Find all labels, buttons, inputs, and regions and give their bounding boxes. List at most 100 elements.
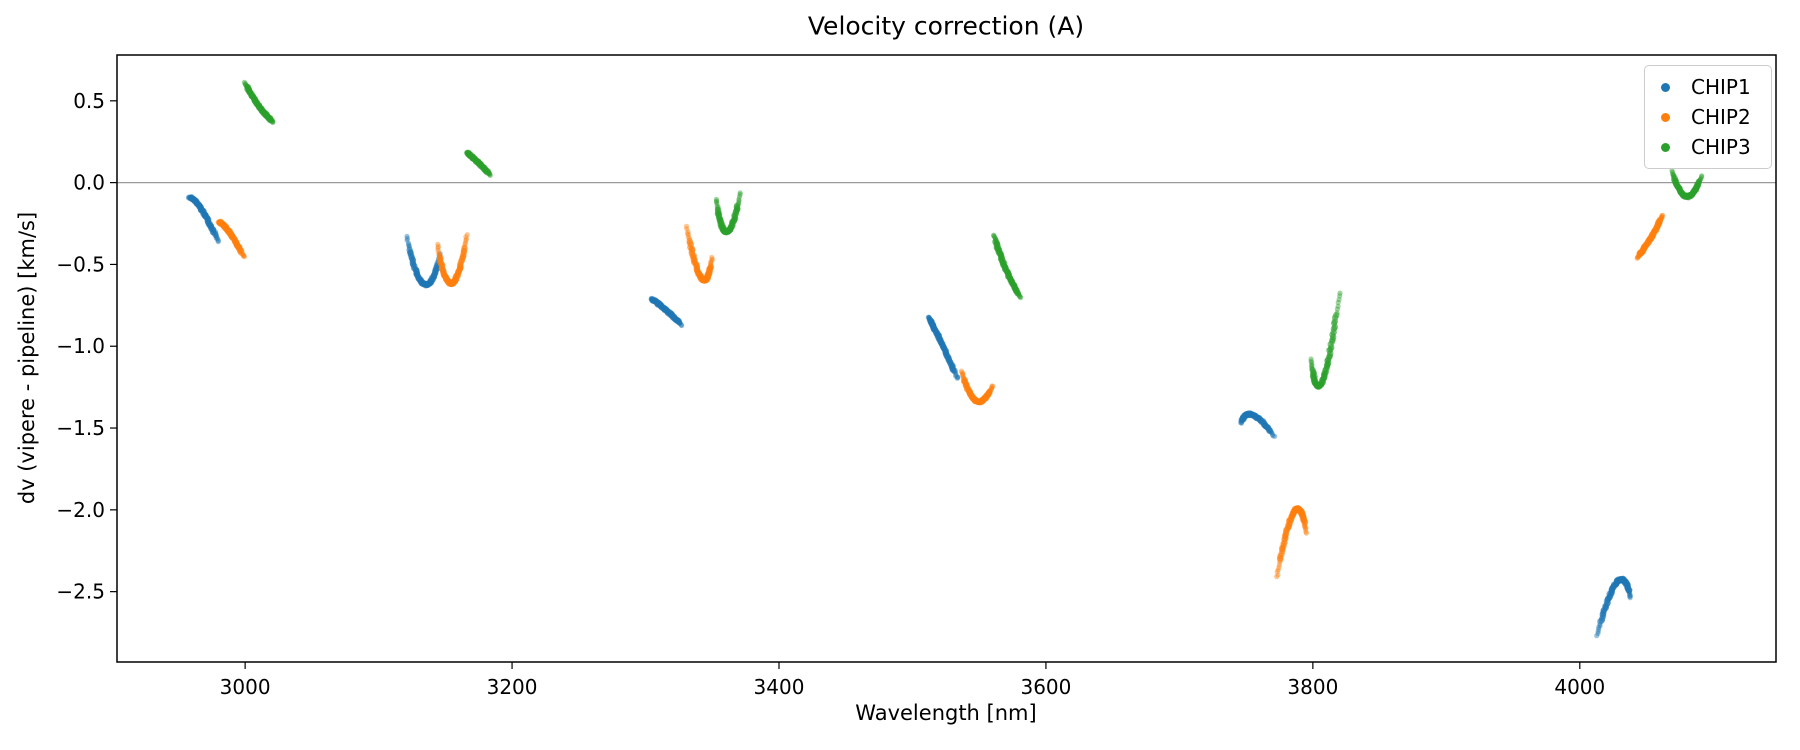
data-point bbox=[951, 367, 958, 375]
data-point bbox=[1269, 431, 1276, 438]
data-point bbox=[736, 194, 743, 200]
data-point bbox=[1627, 590, 1633, 596]
data-point bbox=[685, 229, 691, 235]
data-point bbox=[1275, 572, 1281, 578]
legend-marker-icon bbox=[1661, 82, 1670, 92]
data-point bbox=[1309, 362, 1315, 368]
data-point bbox=[1301, 519, 1308, 526]
data-point bbox=[484, 168, 492, 175]
data-point bbox=[1272, 433, 1278, 439]
data-point bbox=[1626, 589, 1632, 595]
data-point bbox=[1659, 212, 1665, 219]
data-point bbox=[267, 117, 273, 123]
data-point bbox=[677, 320, 683, 326]
data-point bbox=[676, 320, 683, 326]
data-point bbox=[1275, 567, 1281, 573]
chart-title: Velocity correction (A) bbox=[807, 11, 1085, 41]
data-point bbox=[987, 387, 993, 393]
data-point bbox=[684, 231, 691, 237]
data-point bbox=[239, 251, 246, 257]
data-point bbox=[1018, 295, 1024, 301]
data-point bbox=[708, 262, 714, 268]
legend-entry-chip1: CHIP1 bbox=[1645, 72, 1771, 102]
data-point bbox=[1696, 178, 1702, 184]
data-point bbox=[1335, 303, 1341, 309]
data-point bbox=[268, 118, 274, 124]
data-point bbox=[955, 374, 961, 380]
data-point bbox=[736, 198, 742, 204]
data-point bbox=[990, 383, 996, 389]
data-point bbox=[735, 201, 742, 207]
data-point bbox=[1634, 255, 1640, 261]
data-point bbox=[736, 196, 742, 202]
data-point bbox=[1336, 296, 1342, 303]
data-point bbox=[1658, 215, 1664, 221]
data-point bbox=[686, 232, 692, 238]
data-point bbox=[1626, 586, 1633, 594]
data-point bbox=[1276, 562, 1282, 568]
data-point bbox=[462, 241, 468, 247]
data-point bbox=[1276, 564, 1282, 571]
data-point bbox=[708, 262, 714, 268]
data-point bbox=[737, 191, 743, 198]
data-point bbox=[270, 119, 276, 125]
data-point bbox=[1699, 173, 1705, 179]
x-tick-label: 3400 bbox=[754, 675, 805, 699]
data-point bbox=[1303, 530, 1309, 536]
data-point bbox=[959, 370, 965, 376]
data-point bbox=[953, 372, 959, 378]
data-point bbox=[958, 368, 965, 374]
data-point bbox=[679, 322, 685, 329]
data-point bbox=[991, 233, 997, 239]
data-point bbox=[215, 237, 222, 244]
data-point bbox=[675, 318, 683, 326]
data-point bbox=[486, 170, 492, 176]
data-point bbox=[1274, 574, 1280, 580]
data-point bbox=[1334, 310, 1340, 316]
data-point bbox=[404, 235, 410, 242]
data-point bbox=[1303, 525, 1309, 531]
data-point bbox=[461, 244, 468, 252]
data-point bbox=[986, 389, 993, 396]
data-point bbox=[486, 171, 492, 177]
data-point bbox=[435, 247, 441, 253]
plot-frame bbox=[116, 54, 1777, 663]
data-point bbox=[1337, 290, 1343, 296]
data-point bbox=[713, 199, 720, 205]
y-tick-label: 0.5 bbox=[73, 89, 105, 113]
data-point bbox=[270, 118, 276, 124]
data-point bbox=[463, 234, 469, 240]
data-point bbox=[709, 257, 715, 263]
data-point bbox=[960, 371, 966, 377]
data-point bbox=[1270, 433, 1276, 439]
y-tick-label: −2.0 bbox=[56, 498, 105, 522]
data-point bbox=[1670, 169, 1676, 175]
data-point bbox=[1596, 626, 1602, 632]
data-point bbox=[237, 248, 244, 255]
data-point bbox=[215, 239, 221, 245]
data-point bbox=[212, 231, 219, 238]
data-point bbox=[463, 236, 470, 242]
data-point bbox=[213, 233, 219, 239]
data-point bbox=[707, 263, 715, 271]
data-point bbox=[1627, 595, 1633, 601]
data-point bbox=[989, 385, 995, 391]
data-point bbox=[1014, 290, 1021, 297]
data-point bbox=[708, 260, 714, 266]
data-point bbox=[404, 237, 410, 243]
data-point bbox=[463, 237, 469, 243]
data-point bbox=[987, 388, 994, 394]
data-point bbox=[1302, 522, 1308, 528]
data-point bbox=[1659, 215, 1665, 221]
data-point bbox=[684, 226, 690, 232]
data-point bbox=[1303, 529, 1309, 535]
data-point bbox=[214, 235, 221, 241]
data-point bbox=[1596, 624, 1602, 630]
legend-label: CHIP1 bbox=[1691, 75, 1751, 99]
data-point bbox=[1660, 213, 1666, 219]
y-tick-label: −2.5 bbox=[56, 580, 105, 604]
data-point bbox=[1309, 360, 1315, 366]
data-point bbox=[1597, 623, 1603, 629]
